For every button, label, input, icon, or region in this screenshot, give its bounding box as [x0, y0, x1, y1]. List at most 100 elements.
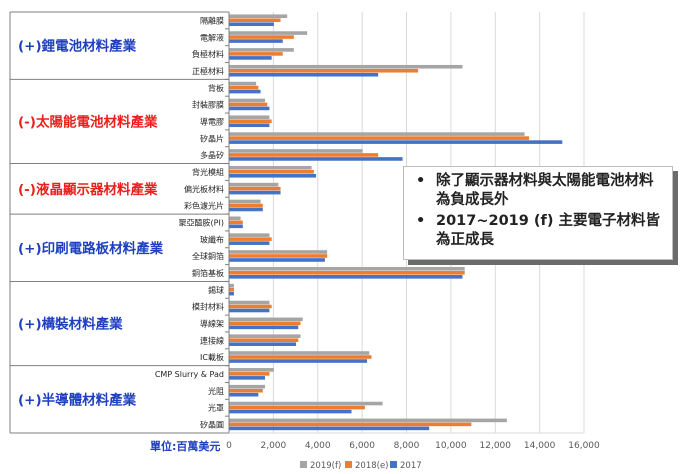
legend-swatch [390, 461, 397, 468]
bar-2019(f) [229, 368, 274, 372]
bar-2018(e) [229, 287, 234, 292]
bar-2018(e) [229, 68, 419, 73]
bar-2017 [229, 190, 281, 195]
legend-label: 2017 [400, 461, 422, 471]
bar-2018(e) [229, 422, 472, 427]
group-label: (+)構裝材料產業 [18, 316, 123, 333]
category-label: 玻纖布 [200, 234, 224, 244]
category-label: 背板 [208, 83, 224, 93]
category-label: 矽晶片 [200, 133, 224, 143]
bar-2018(e) [229, 52, 283, 56]
category-label: 電解液 [200, 32, 224, 42]
bar-2017 [229, 342, 297, 346]
bar-2019(f) [229, 233, 270, 237]
bar-2018(e) [229, 220, 243, 225]
bar-2017 [229, 123, 270, 128]
x-tick-label: 12,000 [480, 441, 512, 451]
bar-2019(f) [229, 182, 279, 187]
bar-2019(f) [229, 300, 270, 305]
x-tick-label: 4,000 [305, 441, 331, 451]
bar-2018(e) [229, 338, 299, 342]
group-label: (-)液晶顯示器材料產業 [18, 181, 158, 198]
bar-2018(e) [229, 405, 365, 410]
bar-2018(e) [229, 85, 259, 90]
legend-label: 2018(e) [355, 461, 389, 471]
bar-2019(f) [229, 31, 308, 35]
bar-2018(e) [229, 254, 328, 258]
bars [229, 14, 563, 431]
group-label: (+)半導體材料產業 [18, 391, 137, 408]
bar-2017 [229, 426, 430, 431]
category-label: IC載板 [200, 352, 224, 362]
axes [9, 11, 584, 434]
bar-2017 [229, 224, 243, 229]
category-label: 偏光板材料 [184, 184, 224, 194]
x-tick-label: 6,000 [349, 441, 375, 451]
bar-2019(f) [229, 401, 383, 406]
bar-2019(f) [229, 250, 328, 254]
bar-2019(f) [229, 149, 363, 153]
bar-2019(f) [229, 351, 370, 355]
bar-2018(e) [229, 186, 281, 191]
category-label: 模封材料 [192, 302, 224, 312]
bar-2017 [229, 308, 270, 313]
bar-2019(f) [229, 98, 265, 103]
bar-2019(f) [229, 216, 241, 221]
bar-2017 [229, 258, 325, 262]
bar-2017 [229, 106, 270, 111]
bar-2019(f) [229, 317, 303, 322]
category-label: 封裝膠膜 [192, 100, 224, 110]
category-label: 背光模組 [192, 167, 224, 177]
legend-swatch [345, 461, 352, 468]
bar-2019(f) [229, 115, 270, 120]
callout-bullet: 2017~2019 (f) 主要電子材料皆為正成長 [414, 212, 664, 250]
x-tick-label: 2,000 [260, 441, 286, 451]
x-tick-label: 8,000 [394, 441, 420, 451]
category-label: 光罩 [208, 403, 224, 413]
bar-2017 [229, 173, 317, 178]
bar-2019(f) [229, 267, 465, 271]
callout-box: 除了顯示器材料與太陽能電池材料為負成長外 2017~2019 (f) 主要電子材… [403, 166, 673, 260]
category-label: 光阻 [208, 386, 224, 396]
bar-2017 [229, 157, 403, 161]
bar-2017 [229, 22, 274, 27]
bar-2019(f) [229, 132, 525, 136]
bar-2018(e) [229, 388, 263, 393]
bar-2017 [229, 241, 270, 245]
category-label: CMP Slurry & Pad [155, 370, 224, 379]
x-axis-unit-label: 單位:百萬美元 [150, 439, 220, 453]
bar-2018(e) [229, 271, 465, 275]
callout-bullet: 除了顯示器材料與太陽能電池材料為負成長外 [414, 172, 664, 210]
bar-2018(e) [229, 321, 301, 326]
bar-2018(e) [229, 355, 372, 359]
bar-2019(f) [229, 384, 265, 389]
bar-2017 [229, 409, 352, 414]
x-tick-label: 16,000 [568, 441, 600, 451]
category-label: 多晶矽 [200, 150, 224, 160]
bar-2019(f) [229, 283, 234, 288]
bar-2018(e) [229, 18, 281, 23]
bar-2017 [229, 359, 368, 363]
category-label: 負極材料 [192, 49, 224, 59]
group-label: (+)鋰電池材料產業 [18, 38, 137, 55]
legend: 2019(f) 2018(e) 2017 [300, 461, 422, 471]
bar-2017 [229, 72, 379, 77]
bar-2017 [229, 39, 283, 43]
bar-2017 [229, 89, 261, 94]
category-label: 連接線 [200, 335, 224, 345]
bar-2019(f) [229, 64, 463, 69]
bar-2018(e) [229, 203, 263, 208]
category-label: 導線架 [200, 319, 224, 329]
bar-2017 [229, 140, 563, 144]
category-label: 銅箔基板 [192, 268, 224, 278]
bar-2017 [229, 392, 259, 397]
bar-2019(f) [229, 418, 507, 423]
bar-2019(f) [229, 334, 301, 338]
bar-2019(f) [229, 48, 294, 52]
bar-2018(e) [229, 35, 294, 39]
bar-2017 [229, 207, 263, 212]
bar-2017 [229, 56, 272, 60]
bar-2017 [229, 325, 299, 330]
